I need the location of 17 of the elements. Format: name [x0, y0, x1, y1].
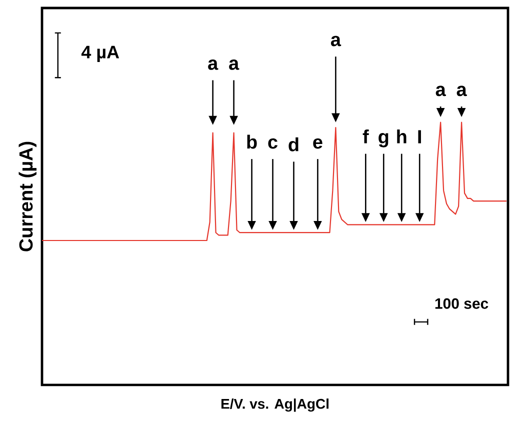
text: a — [456, 86, 467, 96]
annotation: 100 sec — [435, 298, 488, 309]
annotation: f — [362, 130, 369, 144]
text: a — [330, 36, 342, 46]
annotation: e — [313, 138, 322, 149]
text: a — [208, 60, 218, 70]
text: a — [229, 60, 240, 70]
annotation: g — [378, 133, 388, 148]
annotation: d — [288, 137, 298, 152]
y-axis-title: Current (µA) — [18, 142, 36, 252]
text: 4 µA — [81, 46, 120, 62]
annotation: c — [268, 138, 278, 149]
annotation: b — [247, 134, 257, 149]
text: a — [436, 86, 446, 96]
x-axis-title: E/V. vs. Ag|AgCl — [221, 398, 328, 412]
annotation: I — [418, 130, 421, 144]
annotation: h — [397, 130, 406, 144]
